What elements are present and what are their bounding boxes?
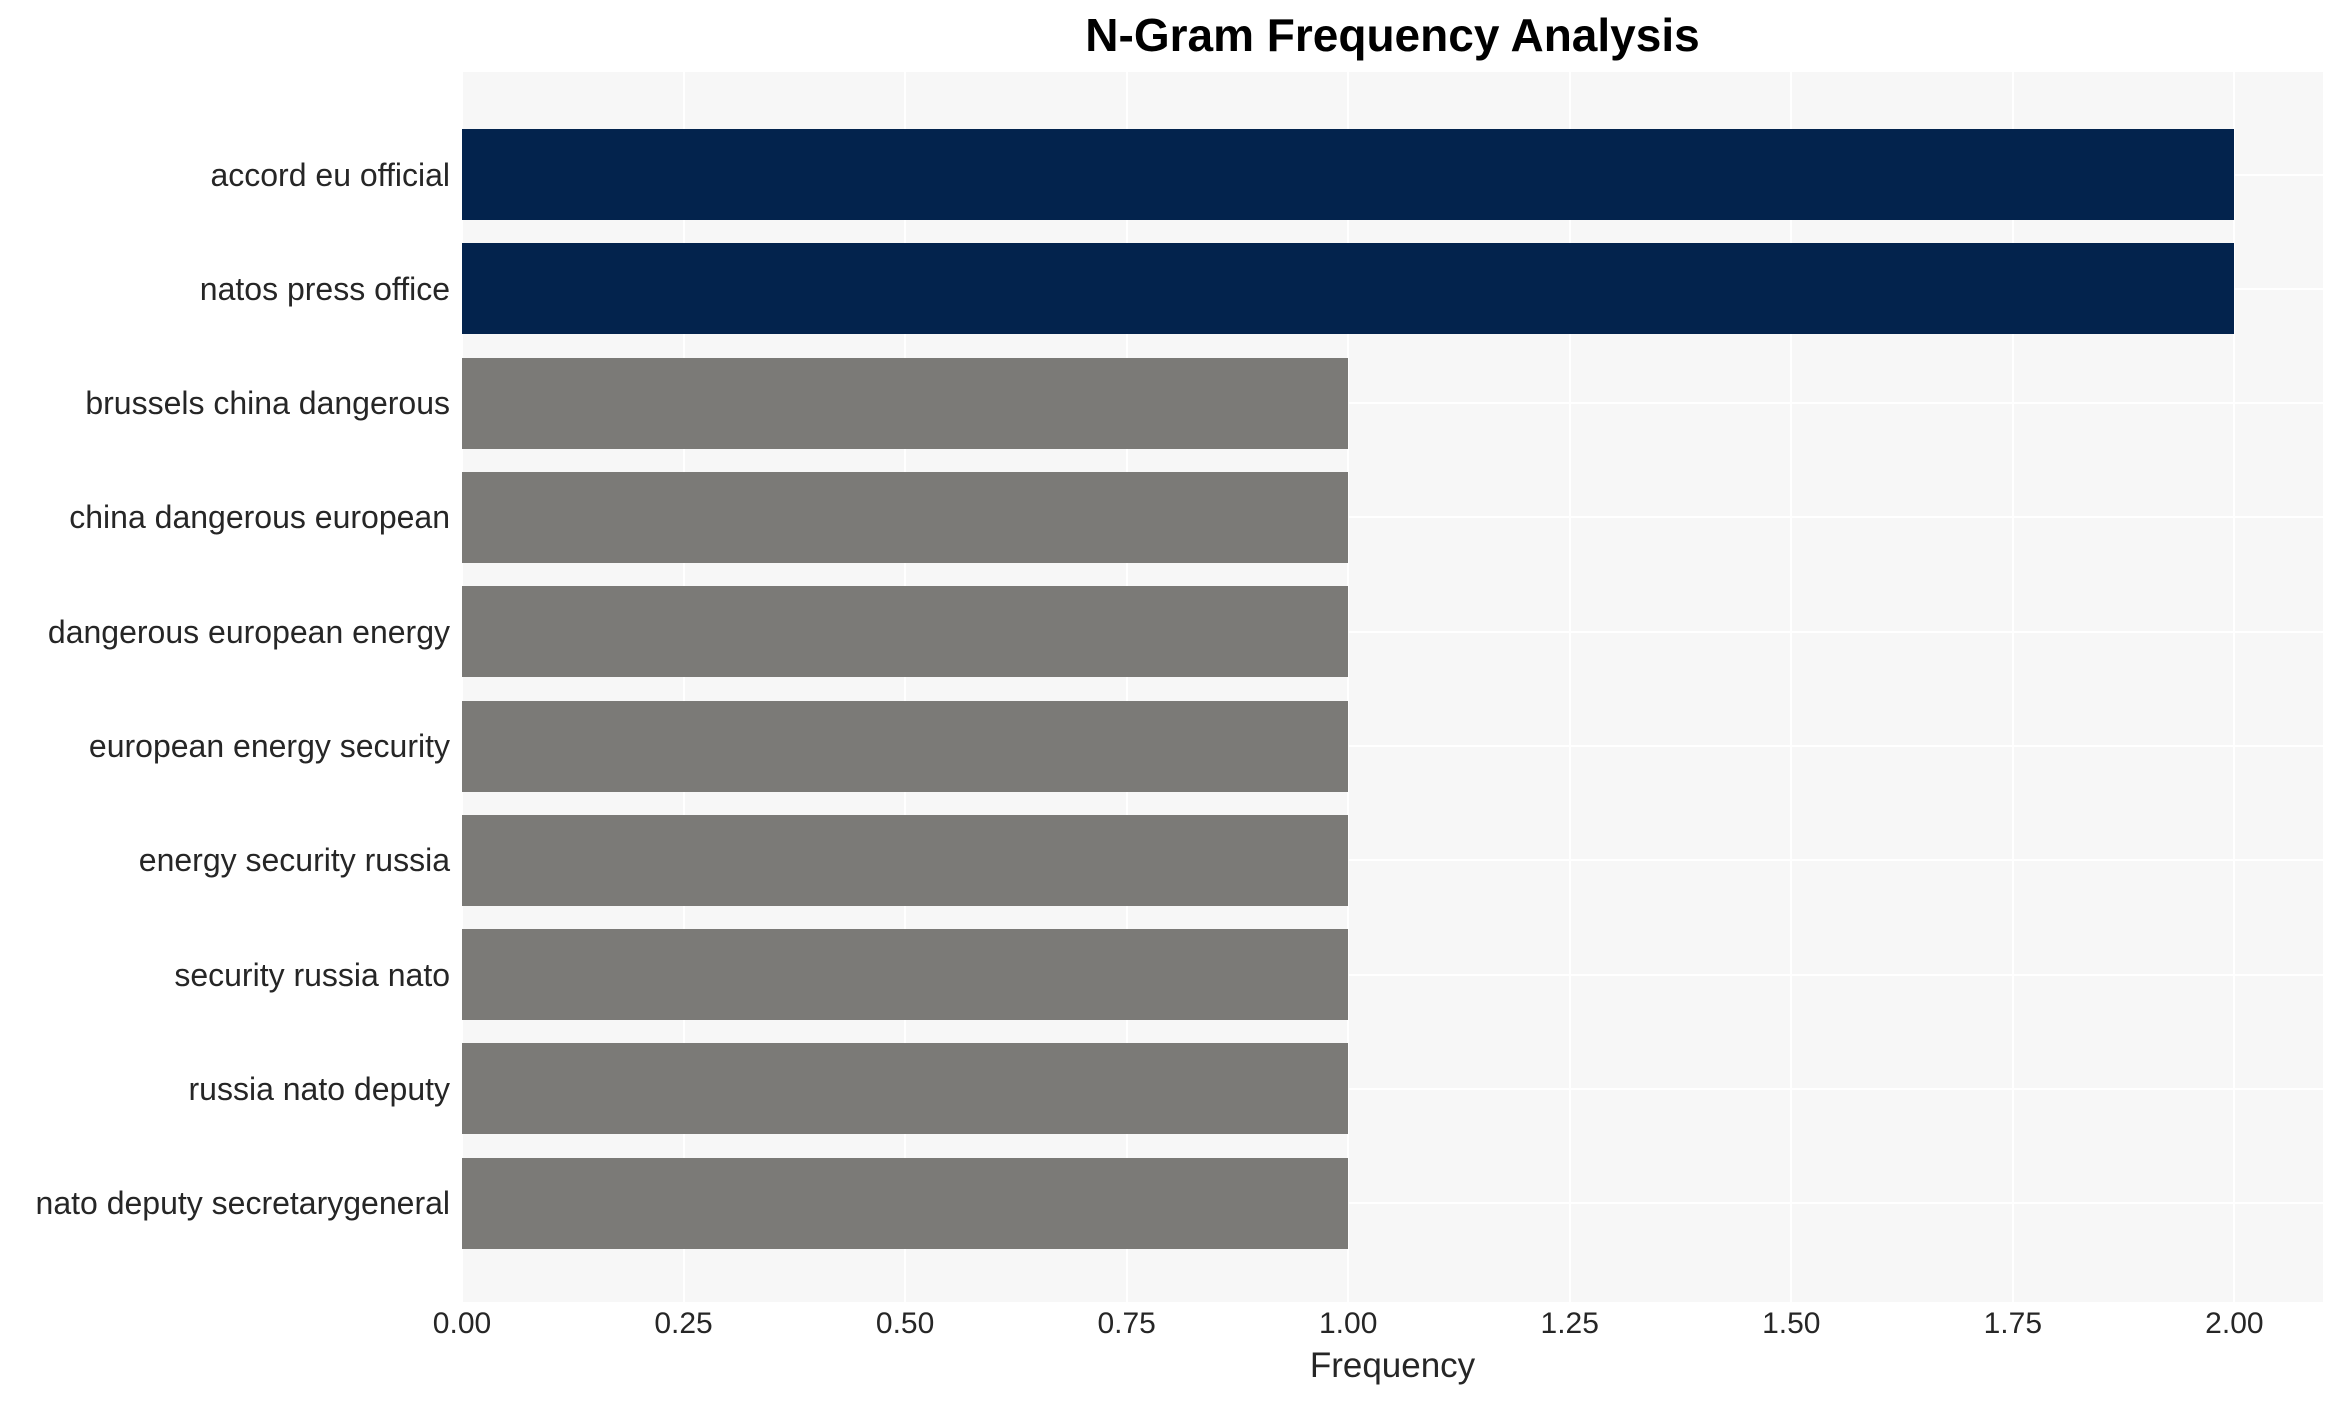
y-axis-label: natos press office (199, 270, 450, 307)
y-axis-label: nato deputy secretarygeneral (35, 1185, 450, 1222)
bar-accord-eu-official (462, 129, 2235, 220)
bar-china-dangerous-european (462, 471, 1349, 563)
bar-energy-security-russia (462, 814, 1349, 906)
x-gridline (462, 72, 463, 1302)
bar-natos-press-office (462, 243, 2235, 335)
x-gridline (2233, 72, 2236, 1302)
plot-area (462, 72, 2323, 1302)
x-axis-tick-label: 1.75 (1983, 1307, 2043, 1340)
x-axis-tick-label: 0.75 (1097, 1307, 1156, 1340)
x-gridline (1790, 72, 1793, 1302)
y-gridline (462, 1087, 2323, 1090)
bar-nato-deputy-secretarygeneral (462, 1157, 1349, 1249)
y-axis-label: brussels china dangerous (85, 385, 450, 422)
y-axis-label: energy security russia (138, 842, 450, 879)
x-axis-tick-label: 1.00 (1318, 1307, 1378, 1340)
y-axis-label: russia nato deputy (188, 1070, 451, 1107)
y-gridline (462, 630, 2323, 633)
y-gridline (462, 1202, 2323, 1205)
x-gridline (682, 72, 685, 1302)
x-axis-tick-label: 1.25 (1540, 1307, 1599, 1340)
x-axis-tick-label: 1.50 (1762, 1307, 1821, 1340)
y-axis-label: dangerous european energy (47, 613, 450, 650)
x-gridline (1125, 72, 1128, 1302)
x-axis-tick-label: 2.00 (2205, 1307, 2264, 1340)
x-gridline (1568, 72, 1571, 1302)
x-gridline (2011, 72, 2014, 1302)
y-axis-label: security russia nato (174, 956, 450, 993)
y-gridline (462, 402, 2323, 405)
x-axis-tick-label: 0.25 (654, 1307, 713, 1340)
chart-title: N-Gram Frequency Analysis (1085, 9, 1700, 61)
y-axis-label: accord eu official (210, 156, 450, 193)
y-axis-label: china dangerous european (69, 499, 450, 536)
y-gridline (462, 973, 2323, 976)
x-gridline (904, 72, 907, 1302)
y-gridline (462, 859, 2323, 862)
y-gridline (462, 745, 2323, 747)
x-axis-title: Frequency (1309, 1346, 1476, 1385)
bar-security-russia-nato (462, 929, 1349, 1021)
y-axis-label: european energy security (88, 728, 450, 764)
bar-brussels-china-dangerous (462, 357, 1349, 449)
x-gridline (1347, 72, 1350, 1302)
x-axis-tick-label: 0.00 (432, 1307, 492, 1340)
y-gridline (462, 516, 2323, 519)
bar-russia-nato-deputy (462, 1043, 1349, 1135)
x-axis-tick-label: 0.50 (875, 1307, 935, 1340)
bar-dangerous-european-energy (462, 586, 1349, 678)
bar-european-energy-security (462, 700, 1349, 792)
